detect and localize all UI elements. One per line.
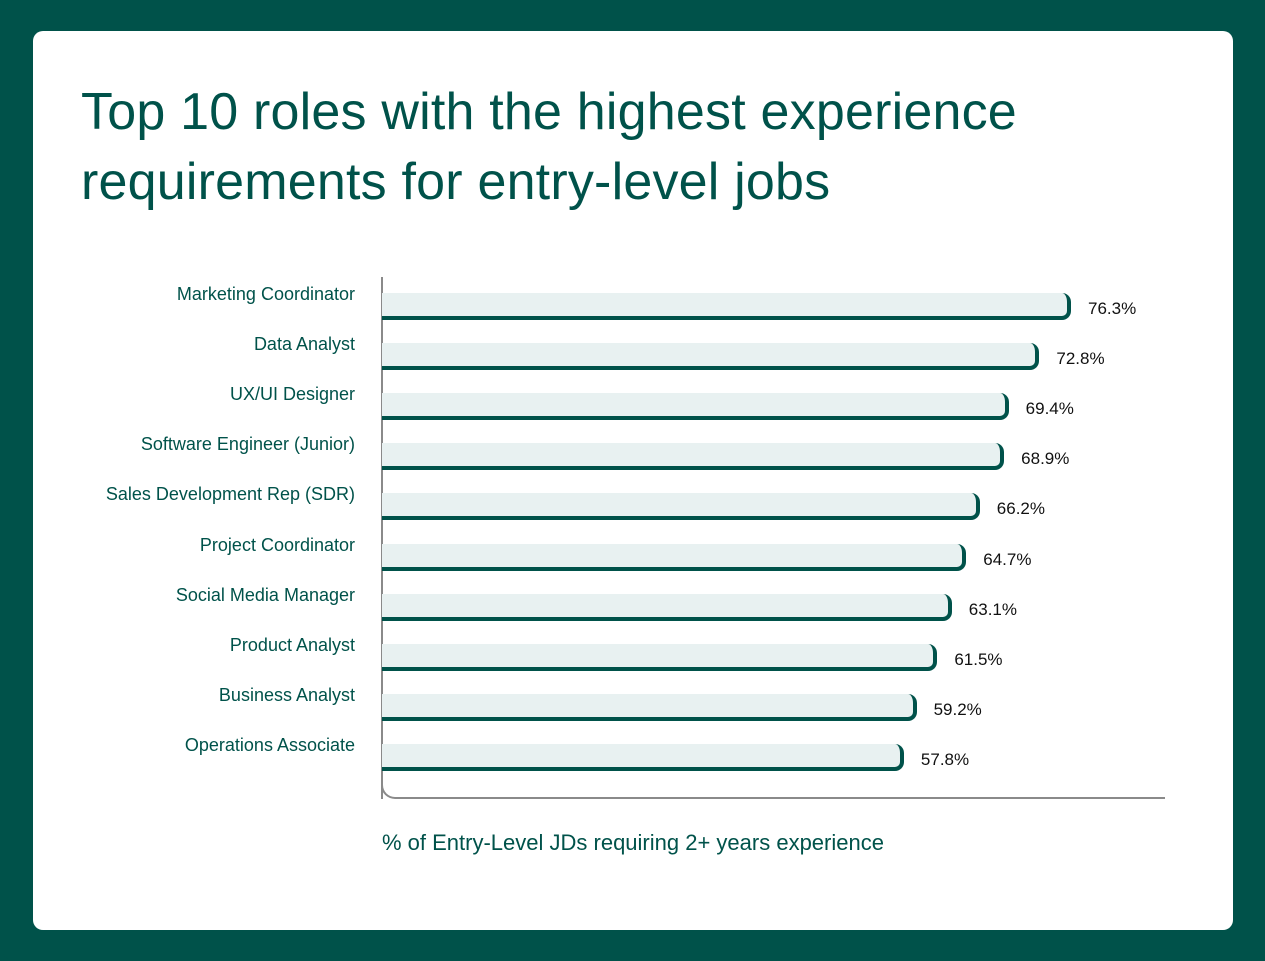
- value-label: 68.9%: [1021, 449, 1070, 469]
- category-label: UX/UI Designer: [229, 384, 355, 405]
- category-label: Data Analyst: [253, 334, 355, 355]
- value-label: 69.4%: [1025, 399, 1074, 419]
- value-label: 61.5%: [954, 649, 1003, 669]
- category-label: Business Analyst: [218, 684, 355, 705]
- category-label: Operations Associate: [184, 734, 355, 755]
- category-label: Project Coordinator: [199, 534, 355, 555]
- bar: [382, 693, 917, 721]
- bar: [382, 493, 980, 521]
- category-label: Sales Development Rep (SDR): [105, 484, 355, 505]
- bar: [382, 443, 1005, 471]
- category-label: Product Analyst: [229, 634, 355, 655]
- chart-title: Top 10 roles with the highest experience…: [81, 83, 1017, 211]
- value-label: 63.1%: [968, 599, 1017, 619]
- x-axis-line: [381, 771, 1165, 799]
- bar: [382, 643, 938, 671]
- x-axis-label: % of Entry-Level JDs requiring 2+ years …: [382, 830, 884, 855]
- value-label: 64.7%: [983, 549, 1032, 569]
- bar: [382, 743, 904, 771]
- value-label: 66.2%: [996, 499, 1045, 519]
- value-label: 72.8%: [1056, 349, 1105, 369]
- bar: [382, 393, 1009, 421]
- category-label: Software Engineer (Junior): [140, 434, 355, 455]
- value-label: 76.3%: [1087, 299, 1137, 318]
- value-label: 57.8%: [920, 749, 970, 769]
- value-label: 59.2%: [933, 699, 982, 719]
- bar: [382, 293, 1071, 320]
- chart-card: Top 10 roles with the highest experience…: [33, 31, 1233, 930]
- y-axis-line: [381, 277, 383, 799]
- category-label: Social Media Manager: [175, 584, 355, 605]
- bar: [382, 343, 1040, 371]
- bar: [382, 543, 967, 571]
- category-label: Marketing Coordinator: [176, 284, 355, 304]
- bar: [382, 593, 952, 621]
